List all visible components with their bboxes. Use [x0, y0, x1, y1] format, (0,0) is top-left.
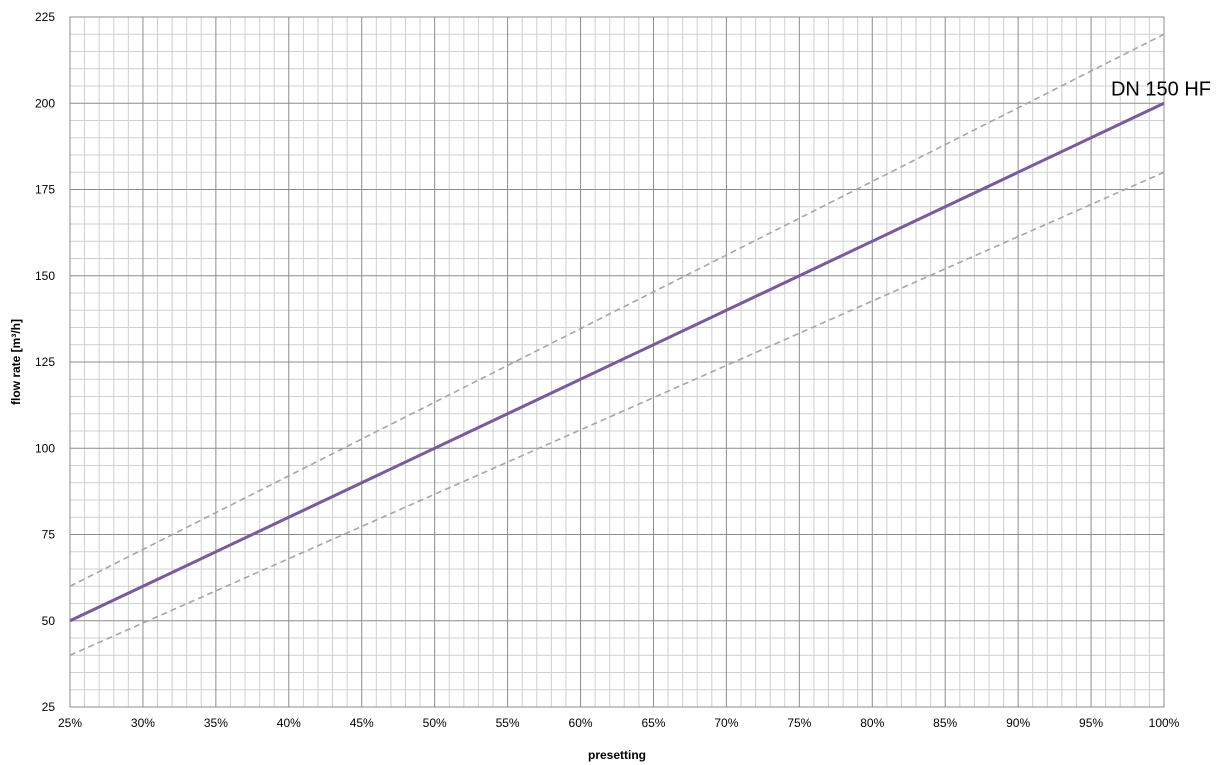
series-line-tolerance-1: [69, 33, 1165, 587]
x-tick-label: 55%: [496, 716, 520, 730]
x-tick-label: 80%: [860, 716, 884, 730]
x-tick-label: 75%: [787, 716, 811, 730]
annotations: DN 150 HF: [1111, 78, 1211, 100]
x-axis-title: presetting: [588, 748, 646, 762]
x-tick-labels: 25% 30% 35% 40% 45% 50% 55% 60% 65% 70% 75% 80% 85% 9…: [58, 716, 1180, 730]
x-tick-label: 95%: [1079, 716, 1103, 730]
series-label-dn150hf: DN 150 HF: [1111, 78, 1211, 100]
y-tick-label: 175: [35, 183, 55, 197]
y-axis-title: flow rate [m³/h]: [9, 319, 23, 405]
y-tick-label: 100: [35, 441, 55, 455]
plot-frame: [69, 16, 1165, 708]
x-tick-label: 60%: [569, 716, 593, 730]
y-tick-label: 125: [35, 355, 55, 369]
y-tick-labels: 25 50 75 100 125 150 175 200 225: [35, 10, 55, 714]
x-tick-label: 50%: [423, 716, 447, 730]
y-tick-label: 25: [42, 700, 56, 714]
x-tick-label: 65%: [641, 716, 665, 730]
x-tick-label: 30%: [131, 716, 155, 730]
y-tick-label: 200: [35, 96, 55, 110]
series-layer: [69, 33, 1165, 656]
x-tick-label: 25%: [58, 716, 82, 730]
x-tick-label: 100%: [1149, 716, 1180, 730]
y-tick-label: 50: [42, 614, 56, 628]
x-tick-label: 35%: [204, 716, 228, 730]
y-tick-label: 225: [35, 10, 55, 24]
x-tick-label: 70%: [714, 716, 738, 730]
x-tick-label: 90%: [1006, 716, 1030, 730]
y-tick-label: 75: [42, 528, 56, 542]
series-line-main: [69, 101, 1165, 623]
y-tick-label: 150: [35, 269, 55, 283]
x-tick-label: 40%: [277, 716, 301, 730]
x-tick-label: 45%: [350, 716, 374, 730]
x-tick-label: 85%: [933, 716, 957, 730]
